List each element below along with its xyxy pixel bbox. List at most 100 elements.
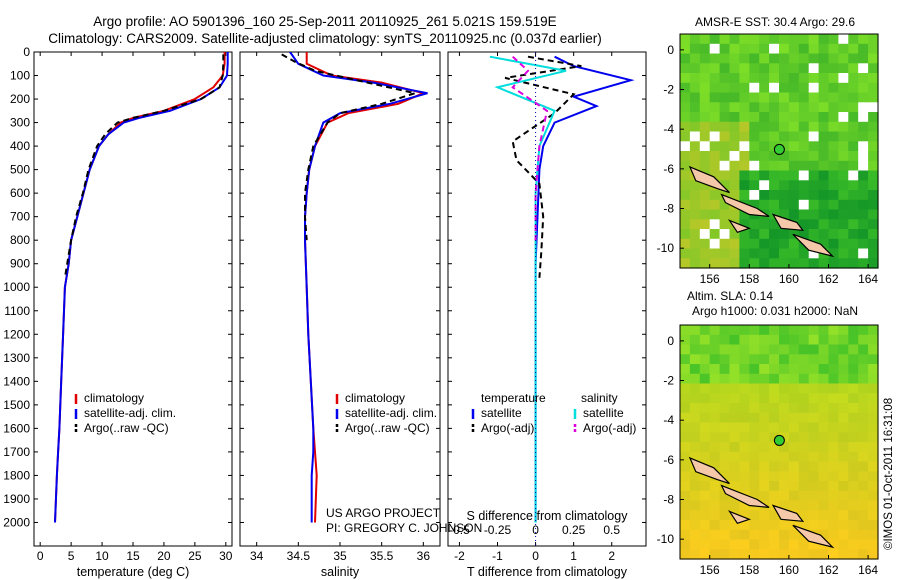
sst-map-cell xyxy=(759,131,770,142)
sla-map-cell xyxy=(729,403,740,414)
sst-map-cell xyxy=(818,258,830,269)
sla-map-cell xyxy=(828,520,839,531)
sla-map-cell xyxy=(798,325,810,336)
panel-difference: -2 -1 0 1 2 T difference from climatology -0.5… xyxy=(447,51,647,579)
sst-map-cell xyxy=(689,121,701,133)
sst-map-cell xyxy=(749,190,760,201)
difference-xtick-label: 1 xyxy=(570,549,577,563)
sla-map-cell xyxy=(798,461,810,472)
sst-map-cell xyxy=(749,180,760,191)
sla-map-cell xyxy=(719,325,731,336)
sla-map-cell xyxy=(739,539,750,550)
sla-map-cell xyxy=(779,529,790,541)
sla-map-cell xyxy=(858,461,869,472)
sst-map-cell xyxy=(680,53,691,64)
sla-map-cell xyxy=(828,422,839,433)
sst-map-cell xyxy=(689,190,701,201)
sst-map-cell xyxy=(838,73,849,84)
sla-map-xtick-label: 158 xyxy=(739,563,759,577)
difference-frame xyxy=(447,51,647,547)
sst-map-cell xyxy=(699,219,711,230)
sla-map-cell xyxy=(699,471,711,482)
sla-map-cell xyxy=(749,451,760,463)
sla-map-cell xyxy=(798,442,810,453)
sst-map-cell xyxy=(818,209,830,220)
sst-map-cell xyxy=(868,102,879,113)
sst-map-cell xyxy=(719,34,731,45)
sst-map-cell xyxy=(818,53,830,64)
sla-map-cell xyxy=(749,403,760,414)
sst-map-cell xyxy=(709,160,721,172)
sla-map-cell xyxy=(689,422,701,433)
sst-map-cell xyxy=(729,112,740,123)
sst-map-cell xyxy=(749,229,760,240)
sla-map-cell xyxy=(680,383,691,394)
sla-map-cell xyxy=(779,354,790,365)
sst-map-cell xyxy=(769,229,780,240)
sst-map-cell xyxy=(828,151,839,162)
depth-tick-label: 700 xyxy=(10,210,30,224)
sla-map-cell xyxy=(858,334,869,346)
sst-map-cell xyxy=(709,190,721,201)
sla-map-cell xyxy=(858,442,869,453)
sla-map-cell xyxy=(828,373,839,385)
sla-map-cell xyxy=(699,393,711,404)
depth-tick-label: 800 xyxy=(10,233,30,247)
sst-map-cell xyxy=(689,92,701,103)
sla-map-cell xyxy=(680,344,691,355)
sla-map-cell xyxy=(689,432,701,443)
sst-map-cell xyxy=(689,73,701,84)
sst-map-cell xyxy=(699,92,711,103)
sla-map-cell xyxy=(868,344,879,355)
sst-map-cell xyxy=(779,229,790,240)
sla-map-cell xyxy=(779,481,790,492)
sst-map-cell xyxy=(788,248,800,259)
sla-map-cell xyxy=(848,520,859,531)
sla-map-cell xyxy=(788,344,800,355)
sla-map-cell xyxy=(848,539,859,550)
sst-map-cell xyxy=(868,160,879,172)
legend-label: climatology xyxy=(345,391,405,405)
sst-map-cell xyxy=(868,180,879,191)
sla-map-cell xyxy=(680,529,691,541)
sla-map-cell xyxy=(769,510,780,521)
sst-map-cell xyxy=(798,34,810,45)
sla-map-cell xyxy=(848,325,859,336)
sla-map-cell xyxy=(779,549,790,560)
sst-map-cell xyxy=(749,199,760,211)
sla-map-cell xyxy=(838,442,849,453)
temperature-xtick-label: 30 xyxy=(219,549,233,563)
difference-series-t-satellite xyxy=(534,55,635,523)
temperature-series-climatology xyxy=(54,52,226,523)
sla-map-cell xyxy=(848,354,859,365)
sst-map-cell xyxy=(828,112,839,123)
sla-map-cell xyxy=(818,325,830,336)
sst-map-title: AMSR-E SST: 30.4 Argo: 29.6 xyxy=(695,15,855,29)
sst-map-cell xyxy=(709,219,721,230)
sst-map-cell xyxy=(699,121,711,133)
sla-map-cell xyxy=(779,364,790,375)
sst-map-cell xyxy=(779,190,790,201)
sst-map-cell xyxy=(828,34,839,45)
sla-map-cell xyxy=(798,451,810,463)
sst-map-island xyxy=(720,193,770,217)
title-line-2: Climatology: CARS2009. Satellite-adjuste… xyxy=(48,31,602,46)
sst-map-cell xyxy=(749,121,760,133)
sla-map-cell xyxy=(759,344,770,355)
sla-map-cell xyxy=(798,490,810,502)
sst-map-cell xyxy=(868,151,879,162)
sst-map-cell xyxy=(699,151,711,162)
sla-map-cell xyxy=(680,481,691,492)
sla-map-cell xyxy=(858,510,869,521)
sla-map-cell xyxy=(749,432,760,443)
depth-tick-label: 2000 xyxy=(3,515,30,529)
sla-map-cell xyxy=(858,403,869,414)
sla-map-cell xyxy=(680,364,691,375)
sla-map-cell xyxy=(848,549,859,560)
sla-map-cell xyxy=(759,383,770,394)
sla-map-cell xyxy=(719,354,731,365)
sst-map-cell xyxy=(818,121,830,133)
sla-map-cell xyxy=(798,373,810,385)
sla-map-cell xyxy=(868,461,879,472)
sst-map-cell xyxy=(848,43,859,55)
